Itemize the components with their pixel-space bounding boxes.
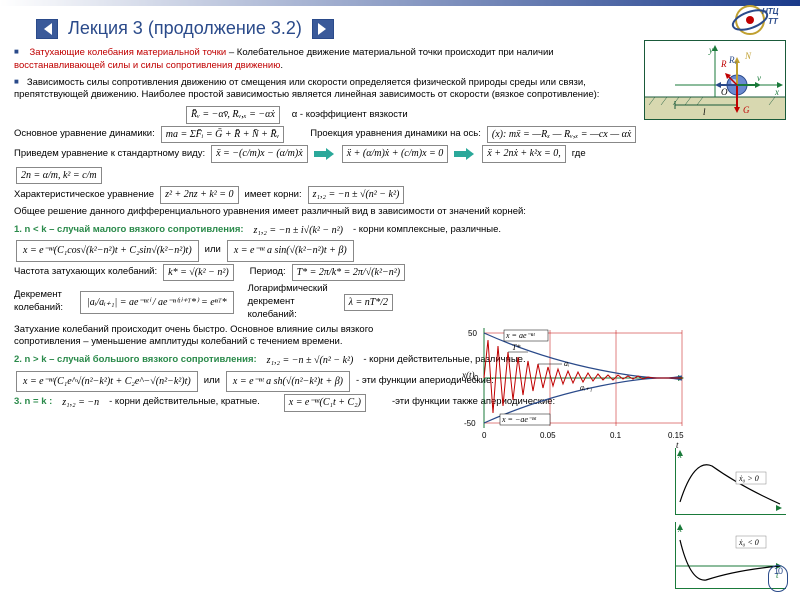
svg-text:x: x [677, 450, 682, 460]
case3-roots: - корни действительные, кратные. [109, 396, 260, 409]
eq-projection: (x): mẍ = —Rₓ — Rᵥ,ₓ = —cx — αẋ [487, 126, 636, 144]
case3-title: 3. n = k : [14, 396, 52, 409]
eq-sol2: x = e⁻ⁿᵗ(C₁e^√(n²−k²)t + C₂e^−√(n²−k²)t) [16, 371, 198, 393]
svg-text:x(t): x(t) [461, 370, 475, 380]
eq-std1: ẍ = −(c/m)x − (α/m)ẋ [211, 145, 308, 163]
eq-sol2b: x = e⁻ⁿᵗ a sh(√(n²−k²)t + β) [226, 371, 350, 393]
eq-sol1: x = e⁻ⁿᵗ(C₁cos√(k²−n²)t + C₂sin√(k²−n²)t… [16, 240, 199, 262]
svg-text:y: y [708, 45, 713, 55]
eq-z2: z₁,₂ = −n ± √(n² − k²) [263, 353, 358, 369]
force-diagram: l O y x R Rᵥ N v G [644, 40, 786, 120]
svg-text:Rᵥ: Rᵥ [728, 55, 737, 65]
eq-roots: z₁,₂ = −n ± √(n² − k²) [308, 186, 405, 204]
svg-text:НТЦ: НТЦ [762, 7, 779, 16]
svg-text:aᵢ: aᵢ [564, 359, 569, 368]
label-or: или [205, 244, 221, 257]
eq-resistance: R̄ᵥ = −αv̄, Rᵥ,ₓ = −αẋ [186, 106, 280, 124]
label-or2: или [204, 375, 220, 388]
label-has-roots: имеет корни: [245, 189, 302, 202]
aperiodic-plot-1: ẋ₀ > 0 x t [675, 448, 786, 515]
page-number: 10 [768, 565, 788, 592]
svg-text:ТТ: ТТ [768, 17, 779, 26]
svg-text:T*: T* [512, 343, 520, 352]
eq-period: T* = 2π/k* = 2π/√(k²−n²) [292, 264, 405, 282]
label-logdecr: Логарифмический декремент колебаний: [248, 283, 338, 321]
svg-text:N: N [744, 51, 752, 61]
label-proj: Проекция уравнения динамики на ось: [310, 128, 481, 141]
svg-text:t: t [776, 512, 779, 514]
lecture-title: Лекция 3 (продолжение 3.2) [68, 18, 302, 39]
svg-text:ẋ₀ < 0: ẋ₀ < 0 [738, 538, 759, 547]
svg-text:x = −ae⁻ⁿᵗ: x = −ae⁻ⁿᵗ [501, 415, 537, 424]
svg-text:x: x [677, 524, 682, 534]
header-strip [0, 0, 800, 6]
eq-sol1b: x = e⁻ⁿᵗ a sin(√(k²−n²)t + β) [227, 240, 354, 262]
svg-text:0.15: 0.15 [668, 431, 684, 440]
logo: НТЦ ТТ [728, 2, 788, 38]
eq-coefs: 2n = α/m, k² = c/m [16, 167, 102, 185]
damping-note: Затухание колебаний происходит очень быс… [14, 324, 414, 350]
eq-freq: k* = √(k² − n²) [163, 264, 234, 282]
eq-decr: |aᵢ/aᵢ₊₁| = ae⁻ⁿᵗⁱ / ae⁻ⁿ⁽ᵗⁱ⁺ᵀ*⁾ = eⁿᵀ* [80, 291, 234, 315]
eq-z3: z₁,₂ = −n [58, 395, 103, 411]
svg-text:ẋ₀ > 0: ẋ₀ > 0 [738, 474, 759, 483]
svg-text:v: v [757, 73, 761, 83]
svg-text:0.05: 0.05 [540, 431, 556, 440]
label-freq: Частота затухающих колебаний: [14, 266, 157, 279]
label-dyn: Основное уравнение динамики: [14, 128, 155, 141]
label-decr: Декремент колебаний: [14, 289, 74, 315]
svg-text:0: 0 [482, 431, 487, 440]
svg-text:R: R [720, 59, 727, 69]
damped-oscillation-chart: T* aᵢ aᵢ₊₁ x = ae⁻ⁿᵗ x = −ae⁻ⁿᵗ 50 0 -50… [460, 318, 690, 448]
svg-text:t: t [676, 440, 679, 448]
svg-text:0.1: 0.1 [610, 431, 622, 440]
eq-std2: ẍ + (α/m)ẋ + (c/m)x = 0 [342, 145, 449, 163]
svg-text:O: O [721, 87, 728, 97]
svg-text:aᵢ₊₁: aᵢ₊₁ [580, 383, 592, 392]
case1-title: 1. n < k – случай малого вязкого сопроти… [14, 224, 244, 237]
arrow-icon [454, 149, 476, 159]
svg-text:G: G [743, 105, 750, 115]
eq-dynamics: ma = ΣF̄ᵢ = Ḡ + R̄ + N̄ + R̄ᵥ [161, 126, 285, 144]
svg-text:0: 0 [474, 374, 479, 383]
term-forces: восстанавливающей силы и силы сопротивле… [14, 60, 280, 71]
alpha-note: α - коэффициент вязкости [292, 109, 408, 122]
case2-title: 2. n > k – случай большого вязкого сопро… [14, 354, 257, 367]
eq-z1: z₁,₂ = −n ± i√(k² − n²) [250, 223, 347, 239]
svg-text:x: x [774, 87, 779, 97]
case1-roots: - корни комплексные, различные. [353, 224, 501, 237]
term-damped: Затухающие колебания материальной точки [29, 47, 226, 58]
label-char: Характеристическое уравнение [14, 189, 154, 202]
eq-std3: ẍ + 2nẋ + k²x = 0, [482, 145, 566, 163]
svg-text:-50: -50 [464, 419, 476, 428]
label-period: Период: [250, 266, 286, 279]
eq-logdecr: λ = nT*/2 [344, 294, 393, 312]
title-row: Лекция 3 (продолжение 3.2) [36, 18, 334, 39]
intro-para-2: Зависимость силы сопротивления движению … [14, 77, 640, 103]
intro-para-1: Затухающие колебания материальной точки … [14, 47, 640, 73]
label-std: Приведем уравнение к стандартному виду: [14, 148, 205, 161]
arrow-icon [314, 149, 336, 159]
label-where: где [572, 148, 586, 161]
nav-next-button[interactable] [312, 19, 334, 39]
eq-sol3: x = e⁻ⁿᵗ(C₁t + C₂) [284, 394, 366, 412]
svg-text:50: 50 [468, 329, 477, 338]
svg-text:x = ae⁻ⁿᵗ: x = ae⁻ⁿᵗ [505, 331, 535, 340]
eq-char: z² + 2nz + k² = 0 [160, 186, 238, 204]
nav-prev-button[interactable] [36, 19, 58, 39]
general-solution-note: Общее решение данного дифференциального … [14, 206, 640, 219]
